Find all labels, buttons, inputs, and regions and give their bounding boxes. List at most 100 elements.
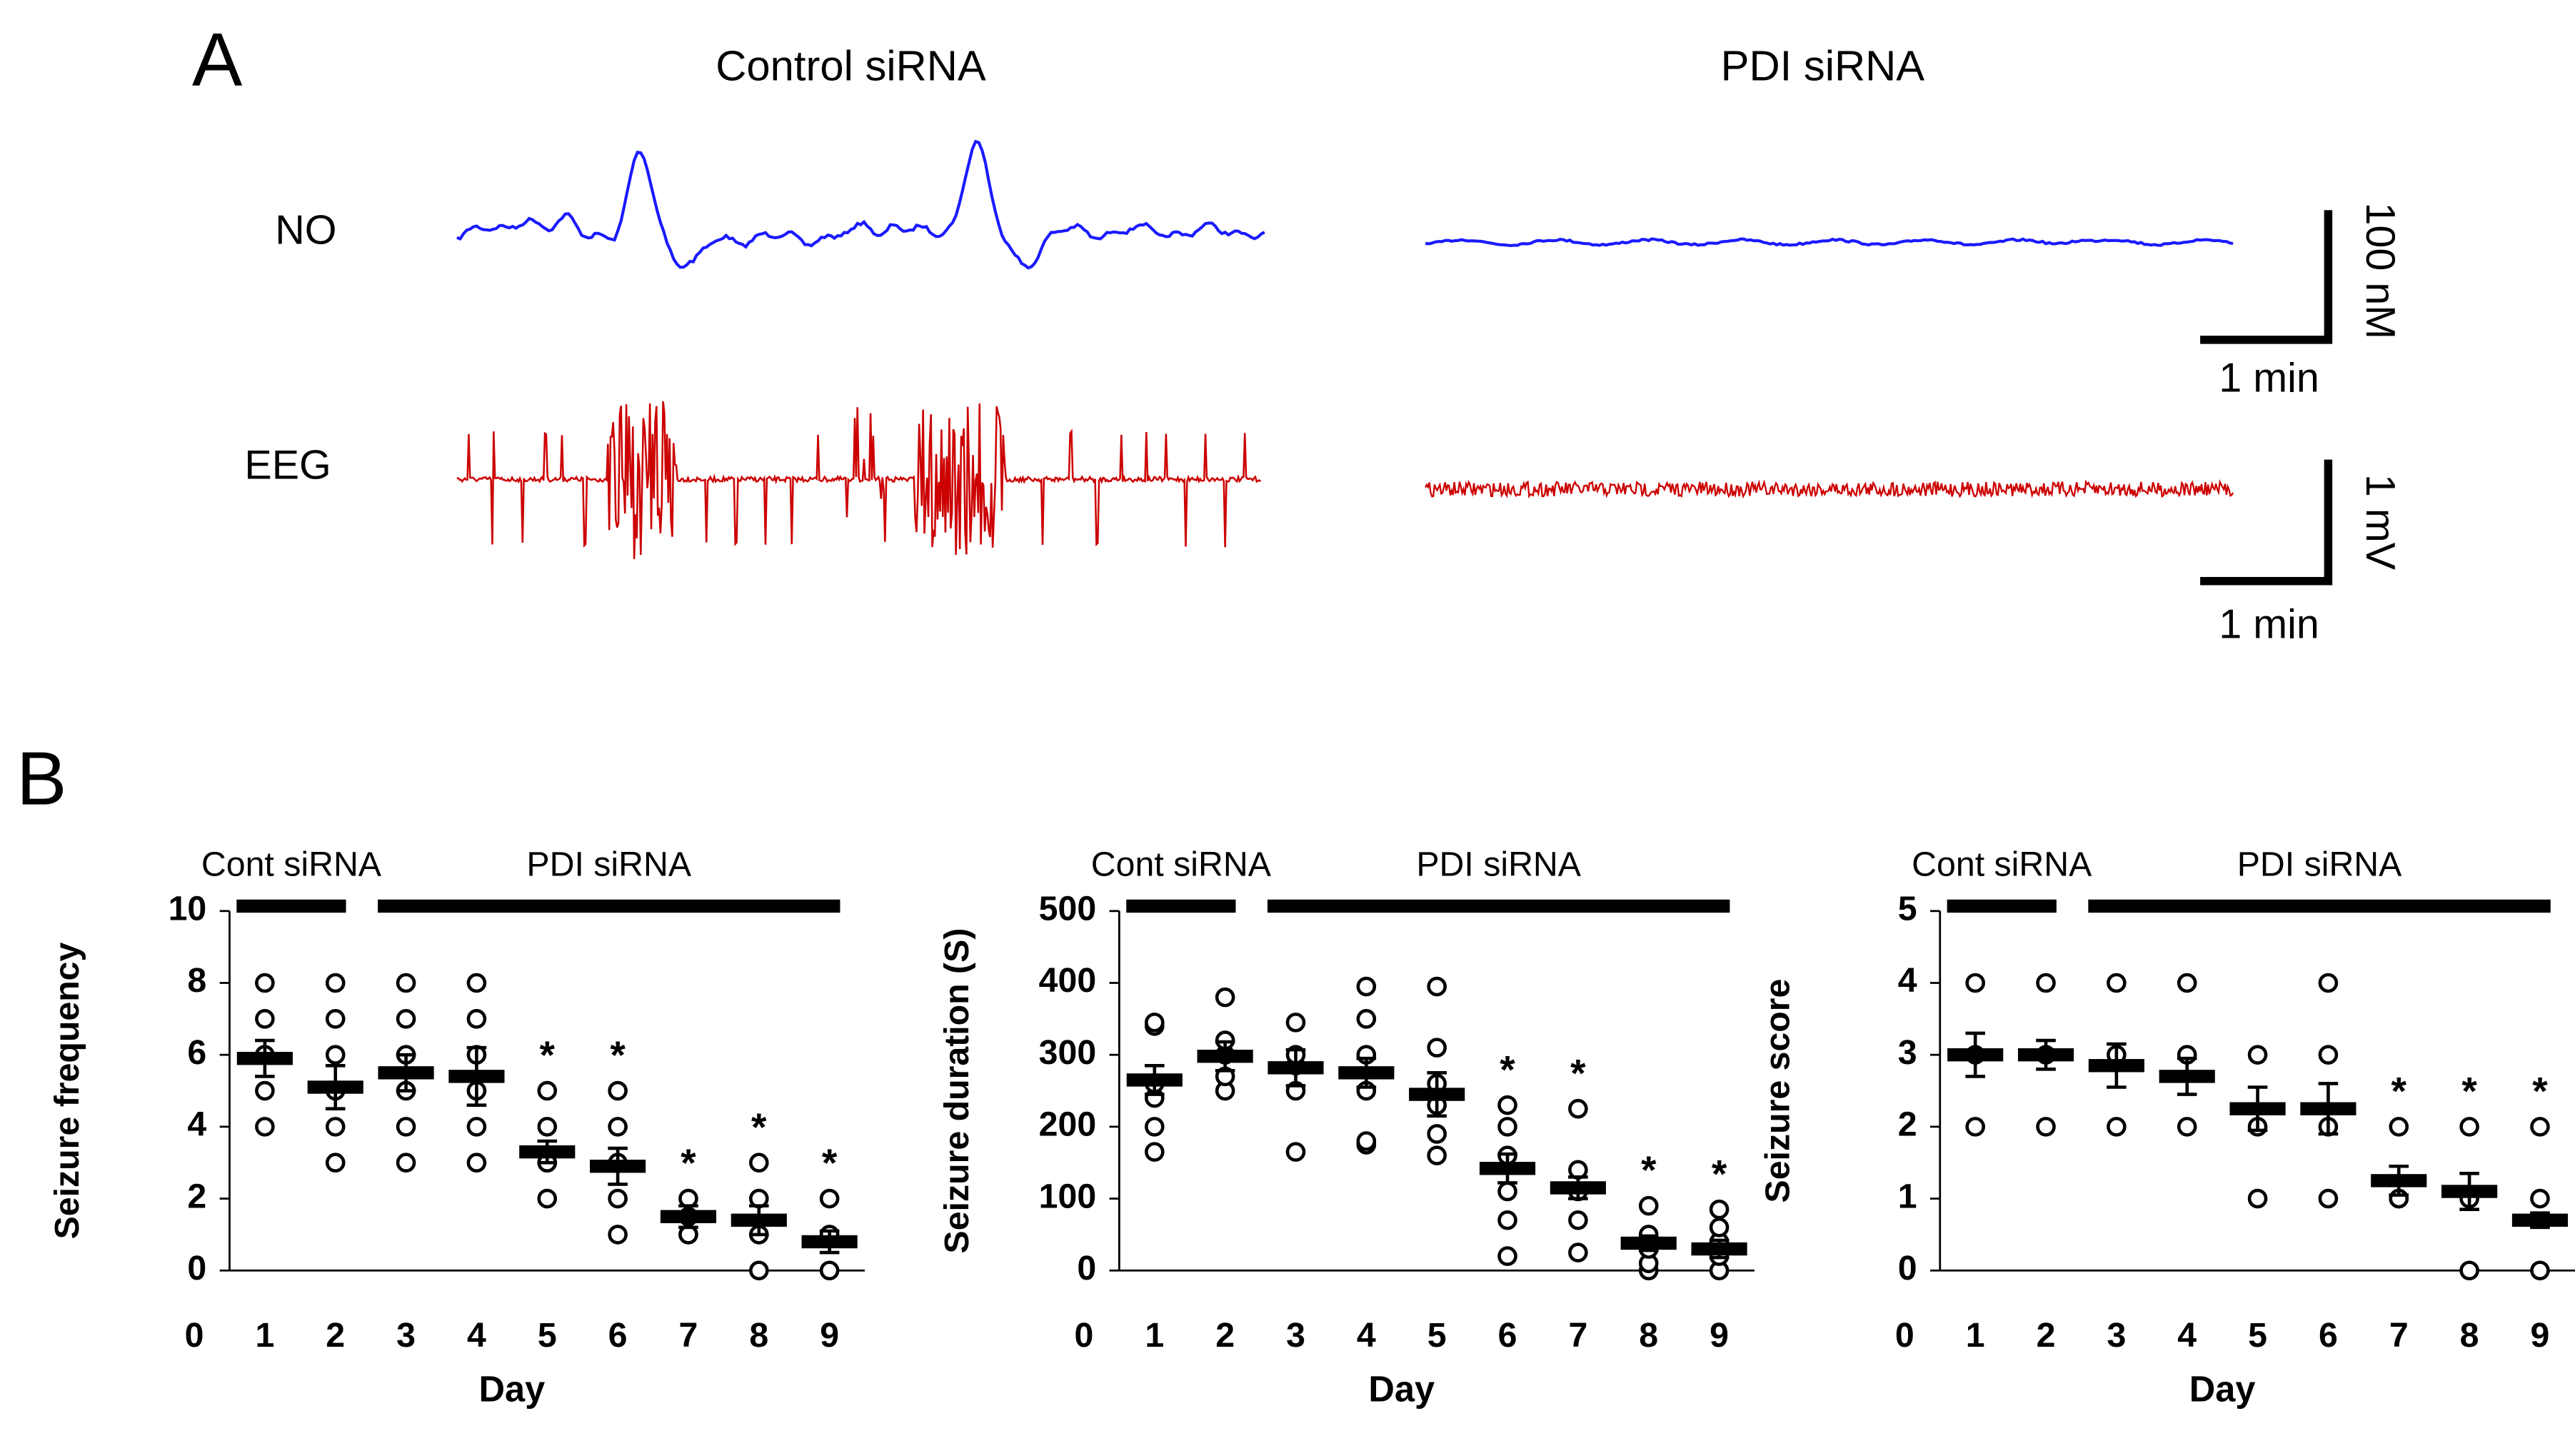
x-tick-label: 2 <box>326 1316 345 1355</box>
y-axis-label: Seizure frequency <box>48 942 86 1239</box>
mean-bar <box>1620 1236 1677 1250</box>
trace <box>1425 237 2234 247</box>
y-tick-label: 0 <box>1077 1249 1096 1287</box>
data-point <box>325 1009 346 1029</box>
group-label: PDI siRNA <box>2237 845 2402 883</box>
data-point <box>2530 1188 2550 1209</box>
data-point <box>255 1080 275 1101</box>
y-tick-label: 10 <box>169 890 207 928</box>
data-point <box>396 973 416 993</box>
data-point <box>466 1009 487 1029</box>
data-point <box>255 973 275 993</box>
significance-marker: * <box>822 1140 838 1185</box>
data-point <box>749 1153 769 1173</box>
data-point <box>1568 1210 1588 1230</box>
mean-bar <box>1126 1073 1183 1087</box>
data-point <box>466 973 487 993</box>
data-point <box>2177 1117 2197 1137</box>
x-tick-label: 6 <box>2319 1316 2338 1355</box>
data-point <box>749 1260 769 1281</box>
data-point <box>608 1117 628 1137</box>
data-point <box>325 1045 346 1065</box>
x-tick-label: 0 <box>1895 1316 1914 1355</box>
mean-bar <box>2017 1048 2074 1062</box>
y-tick-label: 300 <box>1039 1033 1097 1072</box>
data-point <box>325 1117 346 1137</box>
data-point <box>1965 973 1985 993</box>
mean-bar <box>1268 1061 1324 1075</box>
mean-bar <box>2300 1102 2356 1115</box>
mean-bar <box>2159 1070 2215 1083</box>
mean-bar <box>378 1066 434 1080</box>
significance-marker: * <box>1712 1151 1727 1195</box>
data-point <box>2459 1260 2479 1281</box>
x-tick-label: 9 <box>2531 1316 2550 1355</box>
data-point <box>1285 1013 1306 1033</box>
mean-bar <box>590 1160 646 1173</box>
data-point <box>1145 1142 1165 1162</box>
data-point <box>1427 976 1447 997</box>
data-point <box>1145 1013 1165 1033</box>
data-point <box>1568 1242 1588 1262</box>
significance-marker: * <box>540 1033 556 1077</box>
y-tick-label: 2 <box>1898 1105 1917 1144</box>
data-point <box>1497 1246 1517 1266</box>
trace <box>456 401 1262 559</box>
x-axis-label: Day <box>478 1369 545 1410</box>
significance-marker: * <box>610 1033 626 1077</box>
significance-marker: * <box>681 1140 696 1185</box>
data-point <box>1638 1195 1659 1216</box>
y-tick-label: 0 <box>1898 1249 1917 1287</box>
group-label: Cont siRNA <box>1091 845 1272 883</box>
y-axis-label: Seizure duration (S) <box>938 928 976 1254</box>
data-point <box>1497 1117 1517 1137</box>
mean-bar <box>2371 1174 2427 1188</box>
data-point <box>466 1117 487 1137</box>
data-point <box>1709 1217 1730 1237</box>
x-tick-label: 9 <box>1710 1316 1729 1355</box>
significance-marker: * <box>1500 1047 1515 1091</box>
x-tick-label: 2 <box>2037 1316 2056 1355</box>
y-tick-label: 5 <box>1898 890 1917 928</box>
data-point <box>325 1153 346 1173</box>
group-label: PDI siRNA <box>526 845 691 883</box>
data-point <box>608 1188 628 1209</box>
y-tick-label: 100 <box>1039 1177 1097 1215</box>
x-tick-label: 5 <box>1427 1316 1447 1355</box>
data-point <box>2036 1117 2056 1137</box>
scale-label: 100 nM <box>2357 202 2403 339</box>
y-tick-label: 500 <box>1039 890 1097 928</box>
scale-bar <box>2200 459 2333 586</box>
data-point <box>2389 1117 2409 1137</box>
x-tick-label: 4 <box>2177 1316 2197 1355</box>
panel-label: A <box>192 18 243 102</box>
x-tick-label: 4 <box>467 1316 486 1355</box>
mean-bar <box>660 1210 717 1223</box>
mean-bar <box>2441 1185 2498 1198</box>
mean-bar <box>1338 1066 1395 1080</box>
mean-bar <box>1947 1048 2004 1062</box>
data-point <box>1427 1124 1447 1144</box>
x-tick-label: 9 <box>820 1316 839 1355</box>
data-point <box>2318 1045 2339 1065</box>
data-point <box>2247 1188 2268 1209</box>
x-tick-label: 8 <box>2460 1316 2479 1355</box>
data-point <box>2247 1045 2268 1065</box>
mean-bar <box>448 1070 505 1083</box>
mean-bar <box>1691 1242 1747 1256</box>
data-point <box>2107 973 2127 993</box>
data-point <box>1145 1117 1165 1137</box>
significance-marker: * <box>2532 1068 2548 1113</box>
data-point <box>466 1153 487 1173</box>
mean-bar <box>731 1213 787 1227</box>
x-tick-label: 3 <box>396 1316 416 1355</box>
data-point <box>1709 1199 1730 1220</box>
data-point <box>608 1080 628 1101</box>
mean-bar <box>1409 1088 1465 1101</box>
y-tick-label: 0 <box>187 1249 206 1287</box>
data-point <box>1356 976 1377 997</box>
scale-label: 1 min <box>2219 355 2319 401</box>
data-point <box>1215 987 1235 1008</box>
x-tick-label: 0 <box>185 1316 204 1355</box>
